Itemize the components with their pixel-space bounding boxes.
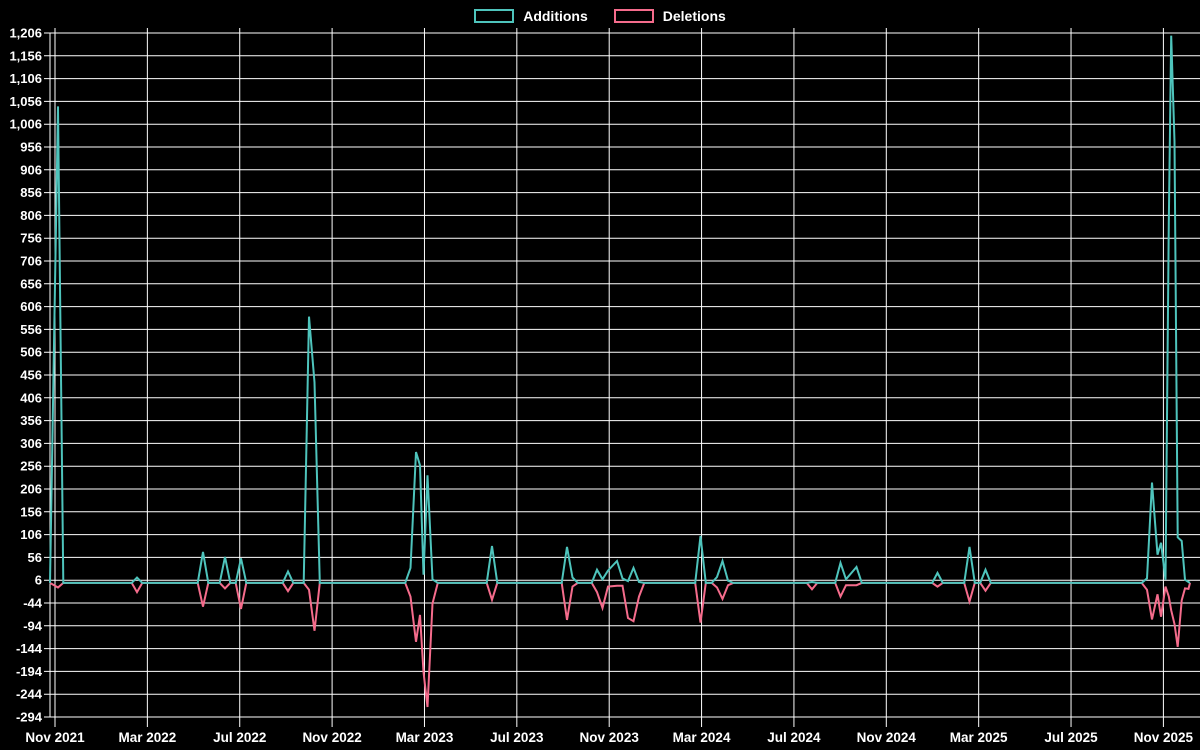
y-tick-label: 1,156 <box>9 48 42 63</box>
additions-swatch-icon <box>474 9 515 23</box>
y-tick-label: -294 <box>16 710 43 725</box>
y-tick-label: 506 <box>20 345 42 360</box>
y-tick-label: 706 <box>20 254 42 269</box>
additions-line <box>49 35 1191 584</box>
y-tick-label: 1,056 <box>9 94 42 109</box>
y-tick-label: 1,006 <box>9 117 42 132</box>
y-tick-label: 1,106 <box>9 71 42 86</box>
y-tick-label: 356 <box>20 413 42 428</box>
y-tick-label: 6 <box>35 573 42 588</box>
x-tick-label: Jul 2022 <box>213 730 266 745</box>
deletions-line <box>49 581 1191 708</box>
x-tick-label: Jul 2023 <box>490 730 544 745</box>
y-tick-label: 906 <box>20 162 42 177</box>
x-tick-label: Jul 2025 <box>1044 730 1098 745</box>
y-tick-label: 56 <box>28 550 42 565</box>
x-tick-label: Jul 2024 <box>767 730 821 745</box>
y-tick-label: -44 <box>23 596 43 611</box>
y-tick-label: 656 <box>20 276 42 291</box>
y-tick-label: -194 <box>16 664 43 679</box>
legend-deletions-label: Deletions <box>662 8 726 24</box>
x-tick-label: Mar 2022 <box>118 730 176 745</box>
y-tick-label: 206 <box>20 482 42 497</box>
y-tick-label: 856 <box>20 185 42 200</box>
y-tick-label: 456 <box>20 368 42 383</box>
y-tick-label: -94 <box>23 618 43 633</box>
y-tick-label: 606 <box>20 299 42 314</box>
x-tick-label: Mar 2024 <box>673 730 731 745</box>
y-tick-label: 556 <box>20 322 42 337</box>
y-tick-label: 806 <box>20 208 42 223</box>
x-tick-label: Mar 2023 <box>396 730 454 745</box>
y-tick-label: 756 <box>20 231 42 246</box>
x-tick-label: Nov 2022 <box>302 730 361 745</box>
y-tick-label: 1,206 <box>9 26 42 41</box>
axes <box>44 33 1200 718</box>
x-tick-labels: Nov 2021 Mar 2022 Jul 2022 Nov 2022 Mar 2023… <box>25 730 1193 745</box>
y-grid <box>44 32 1200 718</box>
y-tick-label: -144 <box>16 641 43 656</box>
legend-item-deletions[interactable]: Deletions <box>613 8 726 24</box>
y-tick-label: 106 <box>20 527 42 542</box>
x-tick-label: Mar 2025 <box>950 730 1008 745</box>
x-tick-label: Nov 2025 <box>1134 730 1194 745</box>
x-tick-label: Nov 2024 <box>857 730 917 745</box>
x-grid <box>54 28 1164 727</box>
legend-additions-label: Additions <box>523 8 588 24</box>
chart-legend: Additions Deletions <box>0 8 1200 24</box>
y-tick-label: 306 <box>20 436 42 451</box>
y-tick-label: 406 <box>20 390 42 405</box>
deletions-swatch-icon <box>613 9 654 23</box>
y-tick-label: -244 <box>16 687 43 702</box>
y-tick-label: 956 <box>20 140 42 155</box>
legend-item-additions[interactable]: Additions <box>474 8 588 24</box>
y-tick-label: 256 <box>20 459 42 474</box>
y-tick-labels: 1,206 1,156 1,106 1,056 1,006 956 906 856 806 756… <box>9 26 42 725</box>
x-tick-label: Nov 2021 <box>25 730 85 745</box>
x-tick-label: Nov 2023 <box>580 730 640 745</box>
y-tick-label: 156 <box>20 504 42 519</box>
